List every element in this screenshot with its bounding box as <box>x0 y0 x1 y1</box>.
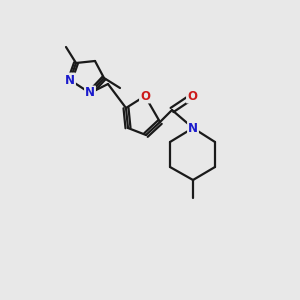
Text: N: N <box>85 86 95 100</box>
Text: O: O <box>187 89 197 103</box>
Text: N: N <box>65 74 75 86</box>
Text: N: N <box>188 122 198 134</box>
Text: O: O <box>140 89 150 103</box>
